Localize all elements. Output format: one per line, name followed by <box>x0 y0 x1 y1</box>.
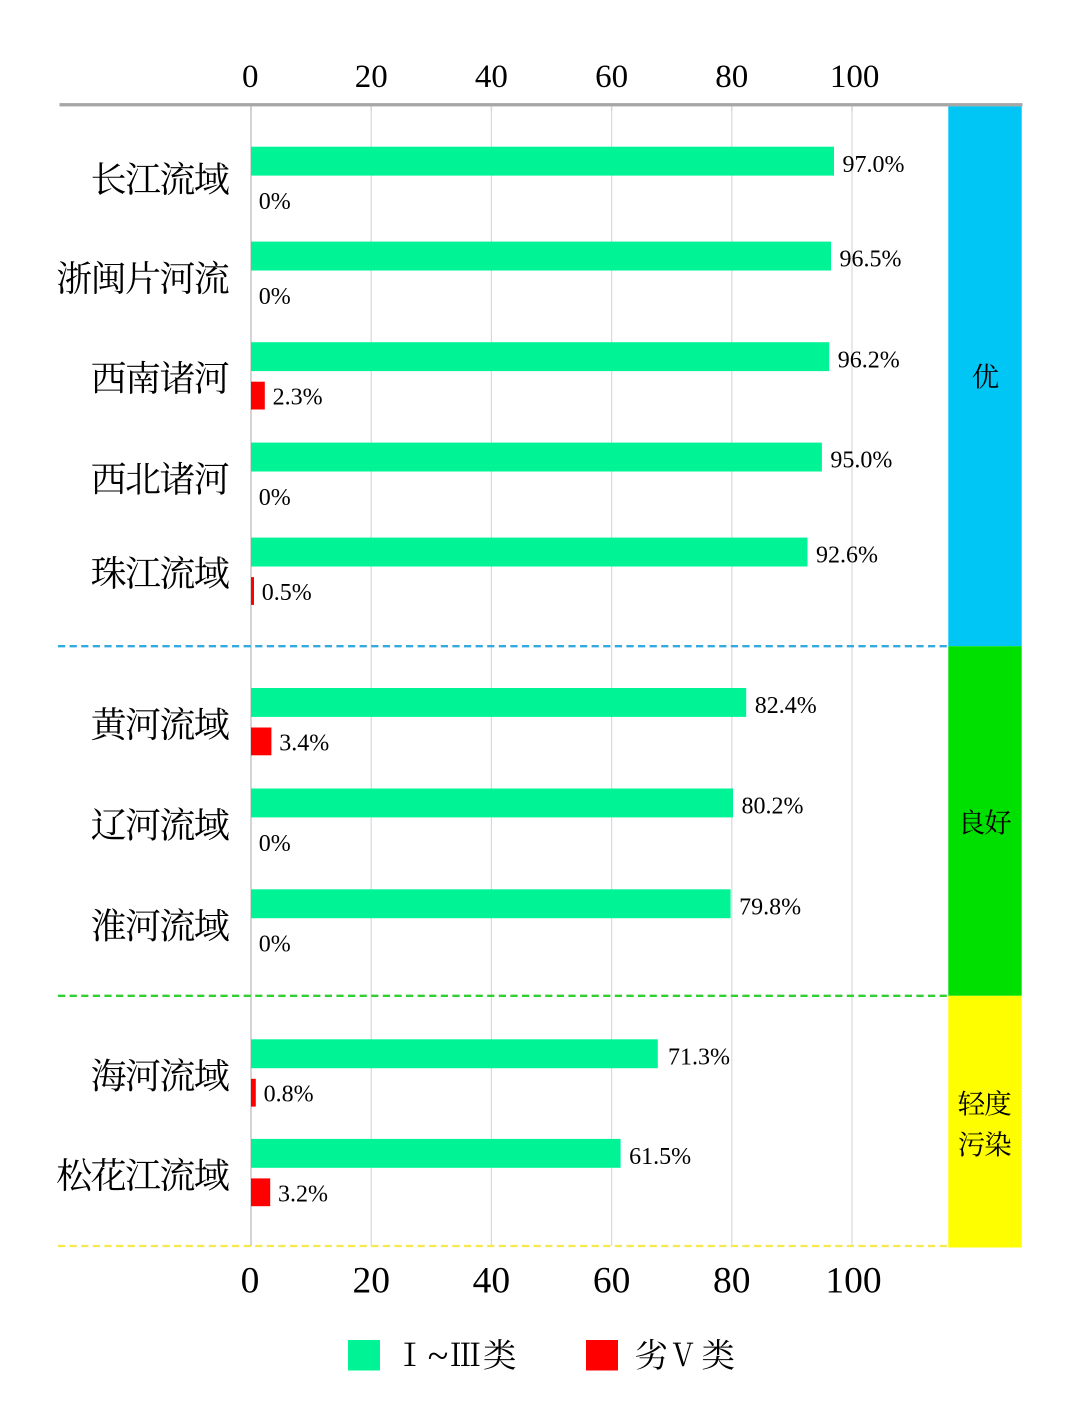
svg-text:71.3%: 71.3% <box>668 1044 730 1070</box>
svg-text:~: ~ <box>428 1335 449 1377</box>
svg-text:0.5%: 0.5% <box>262 580 312 606</box>
svg-text:82.4%: 82.4% <box>755 693 817 719</box>
svg-text:2.3%: 2.3% <box>273 385 323 411</box>
svg-text:3.4%: 3.4% <box>279 730 329 756</box>
svg-text:92.6%: 92.6% <box>816 543 878 569</box>
svg-text:60: 60 <box>595 59 628 95</box>
svg-text:100: 100 <box>825 1261 881 1302</box>
svg-text:3.2%: 3.2% <box>278 1181 328 1207</box>
svg-text:60: 60 <box>593 1261 631 1302</box>
svg-text:0%: 0% <box>259 189 291 215</box>
svg-text:20: 20 <box>355 59 388 95</box>
svg-text:96.2%: 96.2% <box>838 347 900 373</box>
svg-text:80.2%: 80.2% <box>742 794 804 820</box>
svg-text:96.5%: 96.5% <box>840 247 902 273</box>
svg-text:0.8%: 0.8% <box>264 1082 314 1108</box>
svg-text:40: 40 <box>473 1261 511 1302</box>
svg-text:61.5%: 61.5% <box>629 1144 691 1170</box>
svg-text:80: 80 <box>713 1261 751 1302</box>
svg-text:40: 40 <box>475 59 508 95</box>
svg-text:80: 80 <box>715 59 748 95</box>
svg-text:20: 20 <box>352 1261 390 1302</box>
svg-text:0: 0 <box>241 1261 260 1302</box>
svg-text:100: 100 <box>830 59 880 95</box>
svg-text:0%: 0% <box>259 284 291 310</box>
svg-text:0%: 0% <box>259 932 291 958</box>
svg-text:0%: 0% <box>259 831 291 857</box>
svg-text:0%: 0% <box>259 485 291 511</box>
svg-text:0: 0 <box>242 59 259 95</box>
svg-text:95.0%: 95.0% <box>830 448 892 474</box>
svg-text:97.0%: 97.0% <box>843 152 905 178</box>
svg-text:79.8%: 79.8% <box>739 894 801 920</box>
